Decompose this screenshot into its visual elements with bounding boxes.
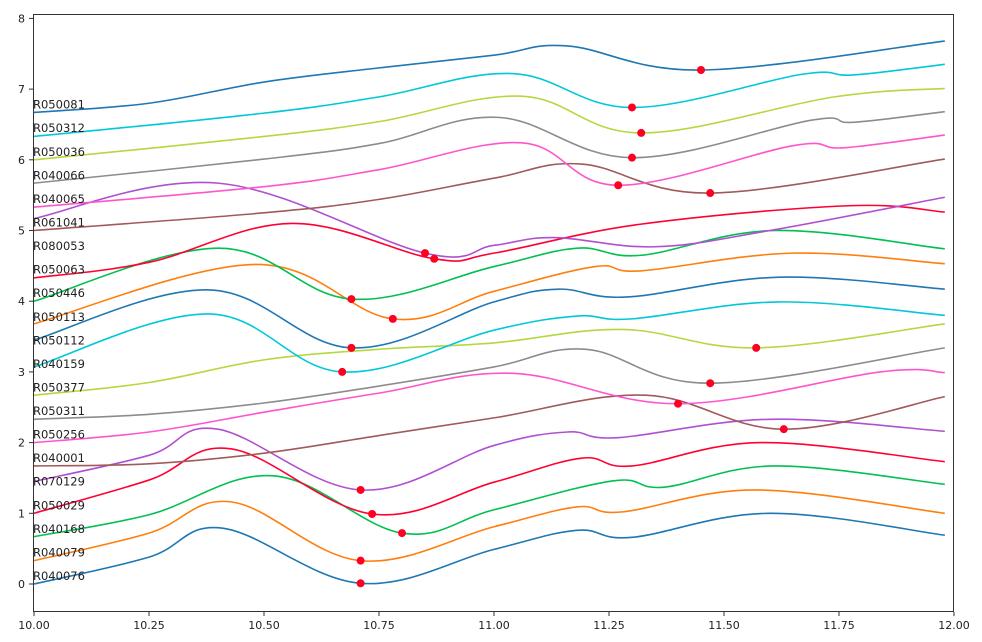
series-line-R040066 <box>33 110 945 184</box>
series-label: R050036 <box>33 145 85 159</box>
min-marker-R040168 <box>398 529 406 538</box>
x-tick-label: 10.50 <box>248 619 280 632</box>
min-marker-R050377 <box>752 343 761 352</box>
min-marker-R040079 <box>356 556 365 565</box>
y-axis: 0 1 2 3 4 5 6 7 8 <box>18 12 33 591</box>
series-line-R040076 <box>33 512 945 585</box>
min-marker-R040159 <box>338 367 347 376</box>
min-marker-R050256 <box>674 399 682 408</box>
series-label: R070129 <box>33 475 85 489</box>
plot-frame <box>33 14 954 612</box>
series-lines <box>33 40 945 585</box>
series-line-R050113 <box>33 252 945 325</box>
x-axis: 10.00 10.25 10.50 10.75 11.00 11.25 11.50 11.75… <box>18 612 970 632</box>
x-tick-label: 10.25 <box>133 619 165 632</box>
series-label: R040001 <box>33 451 85 465</box>
series-line-R061041 <box>33 158 945 232</box>
min-marker-R040001 <box>779 425 788 434</box>
series-label: R050029 <box>33 498 85 512</box>
series-line-R050112 <box>33 276 945 349</box>
min-marker-R061041 <box>706 189 715 198</box>
y-tick-label: 2 <box>18 437 25 450</box>
x-tick-label: 11.75 <box>823 619 855 632</box>
series-label: R061041 <box>33 216 85 230</box>
series-label: R040065 <box>33 192 85 206</box>
series-label: R040066 <box>33 168 85 182</box>
y-tick-label: 1 <box>18 507 25 520</box>
series-label: R050081 <box>33 98 85 112</box>
series-label: R050113 <box>33 310 85 324</box>
min-marker-R040065 <box>614 181 623 190</box>
series-line-R050081 <box>33 40 945 114</box>
y-tick-label: 8 <box>18 12 25 25</box>
series-label: R050256 <box>33 428 85 442</box>
series-line-R040159 <box>33 301 945 373</box>
min-marker-R070129 <box>356 485 365 494</box>
min-marker-R040066 <box>628 153 636 162</box>
series-label: R040168 <box>33 522 85 536</box>
min-marker-R050446 <box>347 295 356 304</box>
series-line-R050446 <box>33 229 945 302</box>
min-marker-R050312 <box>628 103 636 112</box>
y-tick-label: 6 <box>18 154 25 167</box>
y-tick-label: 5 <box>18 225 25 238</box>
series-label: R040159 <box>33 357 85 371</box>
y-tick-label: 7 <box>18 83 25 96</box>
min-marker-R040076 <box>356 579 365 588</box>
series-label: R040076 <box>33 569 85 583</box>
series-line-R040065 <box>33 134 945 208</box>
min-marker-R050113 <box>388 314 397 323</box>
min-marker-R080053 <box>421 249 429 258</box>
x-tick-label: 10.00 <box>18 619 50 632</box>
min-markers <box>338 66 788 588</box>
x-tick-label: 12.00 <box>938 619 970 632</box>
series-label: R050446 <box>33 286 85 300</box>
min-marker-R050029 <box>368 510 377 519</box>
min-marker-R050036 <box>637 128 646 137</box>
series-line-R050256 <box>33 368 945 444</box>
series-label: R050311 <box>33 404 85 418</box>
x-tick-label: 11.50 <box>708 619 740 632</box>
series-label: R040079 <box>33 545 85 559</box>
series-label: R050112 <box>33 333 85 347</box>
series-line-R050029 <box>33 441 945 516</box>
series-line-R040001 <box>33 394 945 467</box>
y-tick-label: 0 <box>18 578 25 591</box>
series-line-R040079 <box>33 489 945 562</box>
series-label: R050063 <box>33 263 85 277</box>
series-line-R080053 <box>33 181 945 258</box>
min-marker-R050063 <box>430 254 439 263</box>
min-marker-R050311 <box>706 379 715 388</box>
y-tick-label: 4 <box>18 295 25 308</box>
series-line-R040168 <box>33 465 945 538</box>
series-line-R050036 <box>33 87 945 161</box>
x-tick-label: 10.75 <box>363 619 395 632</box>
series-label: R050312 <box>33 121 85 135</box>
series-line-R050312 <box>33 63 945 138</box>
series-line-R050311 <box>33 347 945 421</box>
y-tick-label: 3 <box>18 366 25 379</box>
series-label: R080053 <box>33 239 85 253</box>
min-marker-R050112 <box>347 343 356 352</box>
series-labels: R040076 R040079 R040168 R050029 R070129 R0400… <box>33 98 85 583</box>
series-line-R070129 <box>33 418 945 491</box>
series-label: R050377 <box>33 380 85 394</box>
series-line-R050063 <box>33 204 945 279</box>
min-marker-R050081 <box>697 66 705 75</box>
x-tick-label: 11.00 <box>478 619 510 632</box>
x-tick-label: 11.25 <box>593 619 625 632</box>
